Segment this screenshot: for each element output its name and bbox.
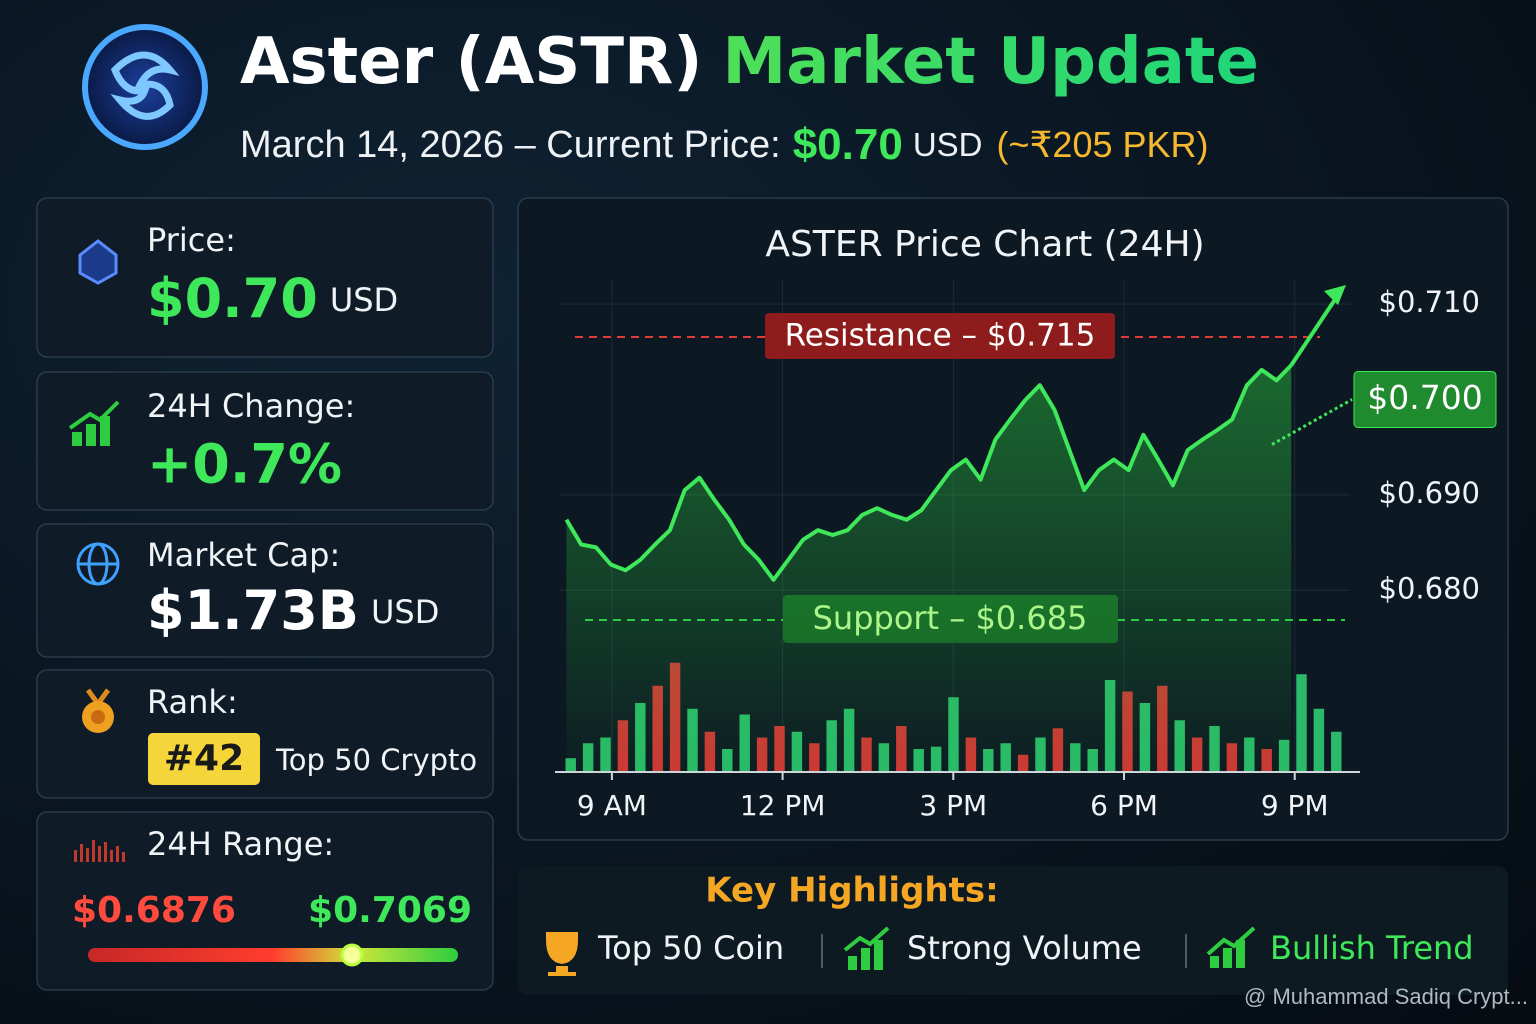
- subtitle-currency: USD: [913, 126, 983, 163]
- range-card: [36, 811, 494, 991]
- subtitle: March 14, 2026 – Current Price: $0.70 USD (…: [240, 120, 1209, 169]
- change-icon: [68, 400, 120, 446]
- watermark: @ Muhammad Sadiq Crypt...: [1244, 984, 1528, 1009]
- rank-value: #42: [164, 738, 244, 779]
- card-label: Price:: [147, 221, 236, 259]
- price-area: [566, 365, 1292, 772]
- change-value: +0.7%: [147, 433, 342, 496]
- card-value: $1.73B USD: [147, 579, 439, 642]
- highlight-item: Bullish Trend: [1270, 929, 1474, 967]
- x-tick-label: 9 AM: [577, 789, 647, 822]
- highlight-item: Top 50 Coin: [597, 929, 784, 967]
- subtitle-date: March 14, 2026 – Current Price:: [240, 124, 781, 166]
- y-tick-label: $0.680: [1379, 571, 1480, 605]
- y-tick-label: $0.710: [1379, 285, 1480, 319]
- card-label: Rank:: [147, 683, 238, 721]
- rank-note: Top 50 Crypto: [275, 743, 477, 777]
- trend-icon: [1206, 926, 1256, 968]
- resistance-label: Resistance – $0.715: [785, 318, 1096, 354]
- price-unit: USD: [330, 281, 398, 319]
- range-bar: [88, 948, 458, 962]
- range-high: $0.7069: [308, 890, 472, 931]
- price-card: [36, 197, 494, 358]
- market-cap-unit: USD: [371, 593, 439, 631]
- subtitle-local-price: (~₹205 PKR): [997, 124, 1209, 165]
- y-tick-label: $0.690: [1379, 476, 1480, 510]
- title-highlight: Market Update: [723, 25, 1259, 99]
- price-line: [564, 363, 1293, 582]
- current-price-label: $0.700: [1367, 378, 1482, 417]
- market-cap-card: [36, 523, 494, 658]
- rank-badge: [148, 733, 260, 785]
- card-label: 24H Range:: [147, 825, 334, 863]
- range-low: $0.6876: [72, 890, 236, 931]
- volume-bar: [1313, 708, 1325, 772]
- change-card: [36, 371, 494, 511]
- x-tick-label: 6 PM: [1090, 789, 1158, 822]
- resistance-box: [765, 313, 1115, 359]
- title-main: Aster (ASTR): [240, 25, 703, 99]
- medal-icon: [82, 688, 114, 733]
- range-knob: [340, 943, 364, 967]
- title: Aster (ASTR) Market Update: [240, 25, 1259, 99]
- card-value: $0.70 USD: [147, 267, 398, 330]
- x-tick-label: 12 PM: [740, 789, 826, 822]
- card-label: Market Cap:: [147, 536, 340, 574]
- arrow-head: [1324, 285, 1346, 305]
- market-cap-value: $1.73B: [147, 579, 359, 642]
- current-price-box: [1353, 370, 1497, 428]
- price-icon: [78, 239, 118, 285]
- card-label: 24H Change:: [147, 387, 355, 425]
- volume-bar: [1296, 674, 1307, 772]
- volume-bar: [1331, 731, 1342, 772]
- subtitle-price: $0.70: [793, 120, 903, 169]
- price-value: $0.70: [147, 267, 318, 330]
- trend-arrow: [1289, 290, 1342, 367]
- rank-card: [36, 669, 494, 799]
- highlights-title: Key Highlights:: [705, 871, 998, 911]
- globe-icon: [76, 542, 120, 586]
- chart-title: ASTER Price Chart (24H): [765, 224, 1204, 265]
- volume-icon: [843, 926, 890, 970]
- x-tick-label: 9 PM: [1261, 789, 1329, 822]
- range-icon: [74, 840, 125, 862]
- logo: [82, 24, 208, 150]
- trophy-icon: [546, 932, 578, 976]
- x-tick-label: 3 PM: [919, 789, 987, 822]
- highlights-panel: [518, 866, 1508, 995]
- plot: $0.710 $0.690 $0.680 9 AM 12 PM 3 PM 6 PM 9 PM R…: [555, 280, 1497, 822]
- highlight-item: Strong Volume: [907, 929, 1142, 967]
